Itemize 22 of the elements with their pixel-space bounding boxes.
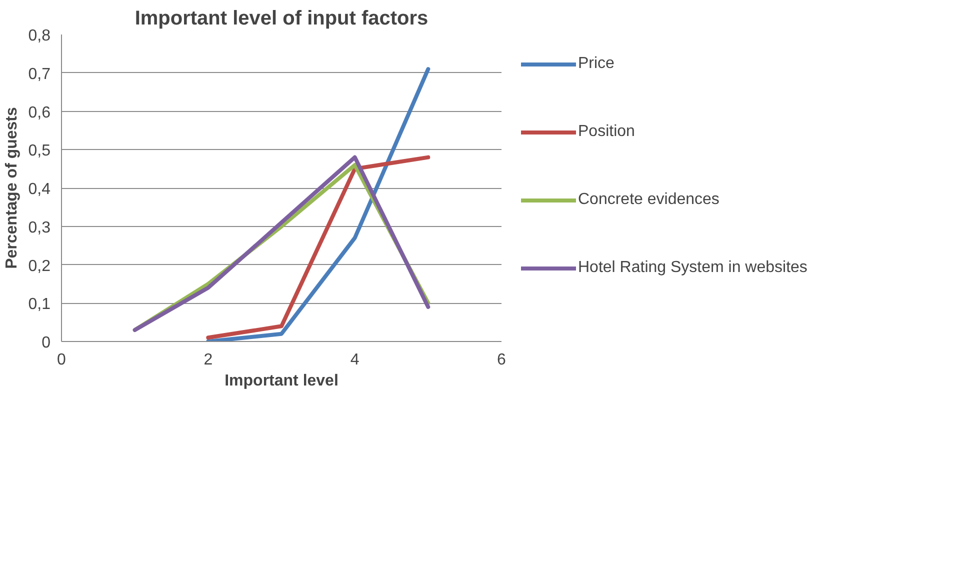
line-series bbox=[206, 67, 430, 342]
y-axis-title: Percentage of guests bbox=[3, 106, 20, 269]
y-tick-label: 0,5 bbox=[28, 142, 51, 160]
y-tick-label: 0,3 bbox=[28, 219, 51, 236]
x-tick-label: 6 bbox=[497, 352, 506, 368]
y-tick-label: 0,2 bbox=[28, 258, 51, 275]
y-tick-label: 0,7 bbox=[28, 66, 51, 83]
legend-label: Position bbox=[578, 123, 635, 141]
x-tick-label: 4 bbox=[350, 352, 360, 368]
x-axis-title: Important level bbox=[224, 372, 338, 390]
line-series bbox=[206, 155, 430, 340]
y-tick-label: 0,6 bbox=[28, 104, 51, 122]
legend-label: Concrete evidences bbox=[578, 191, 720, 209]
chart-title: Important level of input factors bbox=[134, 8, 428, 30]
y-tick-label: 0 bbox=[42, 334, 51, 352]
legend-label: Price bbox=[578, 55, 614, 73]
y-tick-label: 0,8 bbox=[28, 28, 51, 44]
legend-label: Hotel Rating System in websites bbox=[578, 259, 808, 277]
x-tick-label: 2 bbox=[204, 352, 213, 368]
y-tick-label: 0,1 bbox=[28, 296, 51, 314]
y-tick-label: 0,4 bbox=[28, 181, 51, 198]
x-tick-label: 0 bbox=[57, 352, 66, 368]
